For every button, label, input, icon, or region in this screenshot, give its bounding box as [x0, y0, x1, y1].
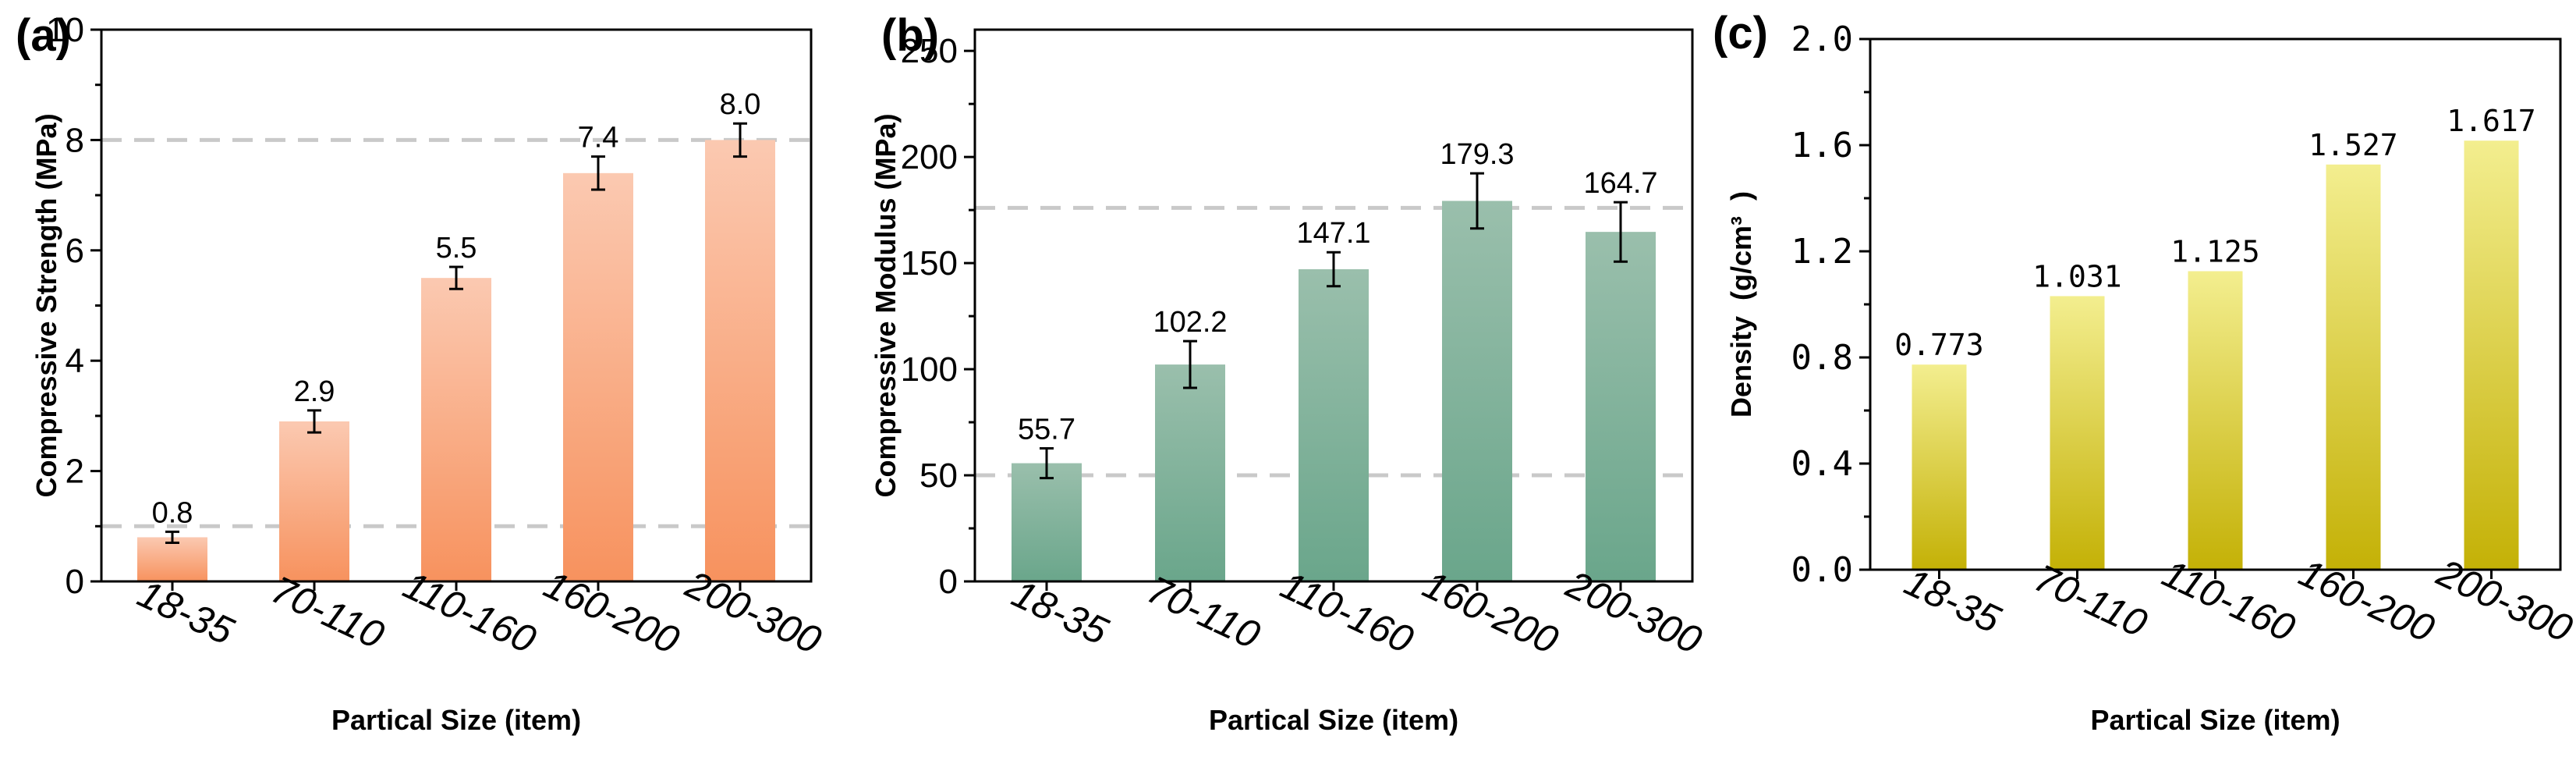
bar: [563, 172, 633, 581]
y-tick-label: 250: [901, 32, 958, 70]
bar: [279, 421, 349, 581]
bar: [1155, 364, 1225, 581]
data-label: 102.2: [1153, 306, 1227, 339]
data-label: 1.031: [2032, 259, 2121, 293]
bar: [2464, 140, 2519, 570]
y-tick-label: 100: [901, 350, 958, 389]
bar: [705, 140, 775, 581]
y-tick-label: 50: [919, 457, 958, 495]
x-tick-label: 18-35: [131, 571, 240, 653]
y-tick-label: 200: [901, 138, 958, 176]
y-tick-label: 1.2: [1791, 232, 1853, 272]
data-label: 164.7: [1583, 167, 1657, 200]
x-tick-label: 18-35: [1898, 560, 2007, 641]
y-tick-label: 2.0: [1791, 20, 1853, 59]
x-axis-title: Partical Size (item): [2090, 704, 2340, 736]
chart-panel-b: 55.7 102.2 147.1 179.3 164.7 0 50 100 150 200 250 1…: [870, 10, 1708, 736]
y-tick-label: 0: [939, 563, 958, 601]
data-label: 1.527: [2308, 128, 2397, 162]
y-tick-label: 0.8: [1791, 338, 1853, 378]
y-tick-label: 8: [66, 121, 84, 159]
bar: [1586, 232, 1656, 581]
bar: [2188, 271, 2243, 570]
data-label: 5.5: [436, 232, 477, 265]
y-tick-label: 2: [66, 453, 84, 491]
data-label: 179.3: [1440, 138, 1514, 171]
data-label: 1.617: [2447, 104, 2535, 138]
panel-label: (c): [1713, 8, 1768, 59]
data-label: 2.9: [294, 375, 335, 408]
bar: [1012, 463, 1082, 581]
bar: [1299, 269, 1369, 581]
data-label: 0.8: [152, 496, 193, 529]
data-label: 7.4: [578, 122, 619, 155]
bar: [2050, 296, 2105, 570]
y-axis-title: Compressive Modulus (MPa): [870, 113, 902, 497]
panel-label: (b): [881, 10, 939, 61]
y-axis-title: Density (g/cm³ ): [1725, 191, 1757, 418]
chart-panel-c: 0.773 1.031 1.125 1.527 1.617 0.0 0.4 0.8 1.2 1.6…: [1713, 8, 2576, 736]
bar: [2326, 164, 2381, 570]
bar: [137, 537, 207, 581]
y-tick-label: 150: [901, 244, 958, 283]
y-tick-label: 0.0: [1791, 550, 1853, 590]
y-tick-label: 0.4: [1791, 444, 1853, 484]
y-axis-title: Compressive Strength (MPa): [30, 113, 62, 497]
x-axis-title: Partical Size (item): [331, 704, 581, 736]
panel-label: (a): [16, 10, 71, 61]
data-label: 8.0: [720, 88, 761, 121]
data-label: 147.1: [1296, 217, 1370, 250]
data-label: 0.773: [1894, 328, 1983, 362]
y-tick-label: 4: [66, 342, 84, 380]
data-label: 55.7: [1018, 414, 1075, 446]
bar: [1442, 201, 1512, 581]
bar: [1912, 364, 1967, 570]
y-tick-label: 1.6: [1791, 126, 1853, 165]
y-tick-label: 6: [66, 232, 84, 270]
bar: [421, 278, 491, 581]
y-tick-label: 0: [66, 563, 84, 601]
x-axis-title: Partical Size (item): [1209, 704, 1458, 736]
y-tick-label: 10: [46, 11, 84, 49]
data-label: 1.125: [2170, 235, 2259, 269]
x-tick-label: 18-35: [1005, 571, 1114, 653]
